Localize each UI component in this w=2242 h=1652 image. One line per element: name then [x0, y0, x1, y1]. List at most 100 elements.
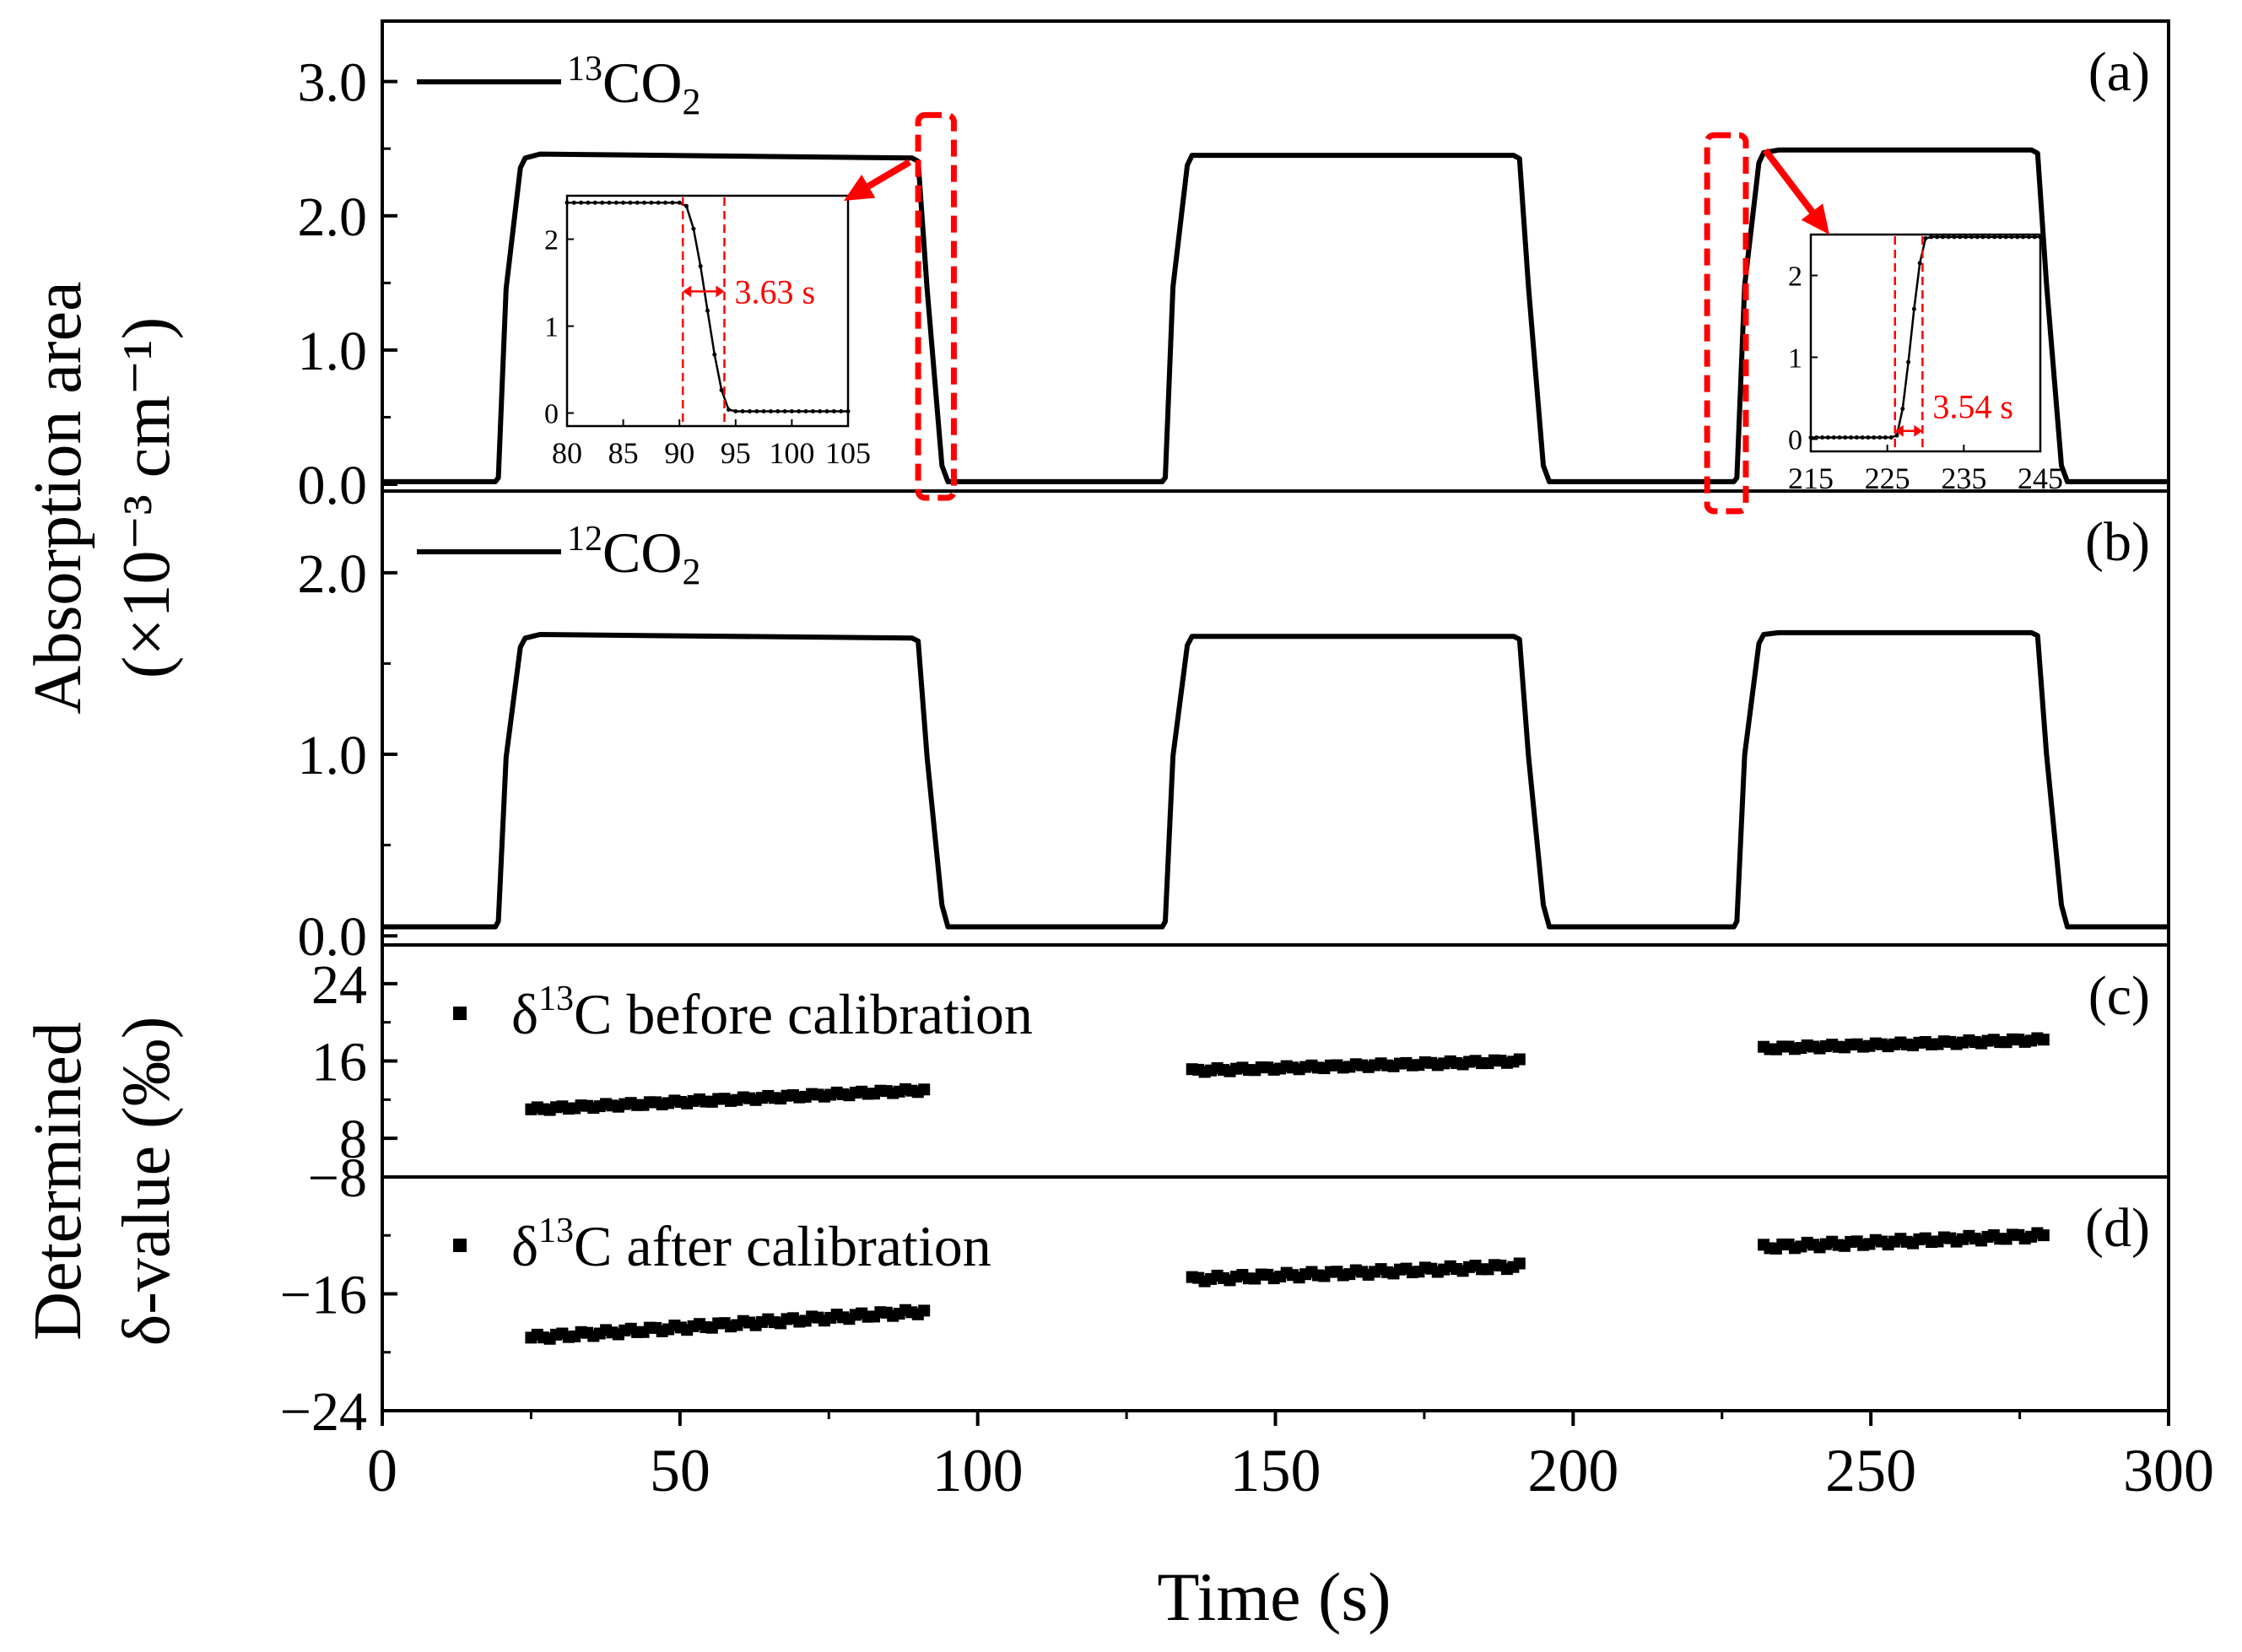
inset-right-annotation: 3.54 s: [1932, 388, 2013, 426]
inset-right-pointer-arrowhead: [1801, 203, 1829, 235]
inset-left-point: [656, 200, 661, 205]
panel-d-ytick-label: −8: [308, 1147, 367, 1209]
inset-right-point: [1872, 435, 1877, 440]
text-layer: 0.0 1.0 2.0 3.0 (a) 0.0 1.0 2.0 (b) 8 16 24 (c) −8 −16…: [21, 41, 2214, 1635]
inset-right-xtick-label: 225: [1865, 462, 1910, 495]
data-layer: [382, 147, 2169, 1345]
inset-left-point: [698, 264, 703, 268]
inset-right-point: [2021, 235, 2026, 240]
inset-left-point: [592, 200, 597, 205]
inset-left-point: [754, 409, 759, 413]
inset-left-point: [831, 409, 836, 413]
inset-right-point: [1820, 435, 1825, 440]
panel-c-point: [1513, 1053, 1526, 1066]
inset-left-point: [775, 409, 781, 413]
panel-d-frame: [381, 1175, 2170, 1412]
inset-right-point: [1831, 435, 1836, 440]
inset-right-point: [1877, 435, 1883, 440]
panel-c-legend-text: δ13C before calibration: [511, 980, 1033, 1046]
inset-left-point: [607, 200, 612, 205]
inset-left-point: [691, 226, 696, 231]
panel-a-label: (a): [2088, 41, 2150, 103]
inset-right-point: [1866, 435, 1871, 440]
panel-c-label: (c): [2088, 965, 2150, 1027]
inset-left-xtick-label: 90: [664, 436, 694, 470]
inset-left-point: [613, 200, 619, 205]
inset-right-point: [1860, 435, 1865, 440]
inset-left-ytick-label: 0: [544, 399, 559, 430]
inset-left-point: [663, 200, 667, 205]
inset-left-xtick-label: 105: [825, 436, 871, 470]
panel-b-legend-text: 12CO2: [567, 520, 700, 592]
inset-left-point: [803, 409, 808, 413]
inset-left-point: [839, 409, 844, 413]
inset-right-point: [1975, 235, 1980, 240]
inset-right-point: [1906, 359, 1911, 364]
panel-a-series-line: [382, 147, 2169, 484]
inset-right-point: [1997, 235, 2002, 240]
inset-left-point: [810, 409, 815, 413]
inset-right-point: [1888, 435, 1894, 440]
panel-d-point: [1513, 1257, 1526, 1270]
x-tick-label: 200: [1527, 1437, 1618, 1504]
inset-right-point: [1849, 435, 1854, 440]
inset-right-point: [2009, 235, 2014, 240]
inset-right-point: [1911, 306, 1916, 311]
inset-layer: 80 85 90 95 100 105 0 1 2 3.63 s 215 225 235 245 0 1 2 3.…: [544, 111, 2063, 515]
inset-right-ytick-label: 2: [1788, 261, 1802, 292]
inset-right-point: [1946, 235, 1951, 240]
inset-right-point: [2038, 235, 2043, 240]
panel-c-frame: [381, 943, 2170, 1179]
inset-left-pointer-arrowhead: [844, 174, 876, 201]
panel-c-ytick-label: 24: [311, 954, 367, 1016]
inset-right-source-box: [1704, 132, 1749, 515]
panel-a-ytick-label: 1.0: [298, 321, 368, 382]
x-tick-label: 150: [1230, 1437, 1321, 1504]
inset-right-point: [1992, 235, 1997, 240]
inset-right-point: [1980, 235, 1985, 240]
inset-left-point: [748, 409, 752, 413]
inset-left-ytick-label: 2: [544, 225, 559, 256]
inset-right-point: [1969, 235, 1974, 240]
legend-main: CO: [602, 521, 682, 585]
inset-right-pointer-arrow: [1762, 148, 1815, 214]
inset-left-point: [818, 409, 823, 413]
inset-right-ytick-label: 0: [1788, 424, 1802, 456]
inset-left-point: [789, 409, 794, 413]
legend-subscript: 2: [682, 81, 700, 122]
panel-b-series-line: [382, 629, 2169, 930]
inset-right-point: [2032, 235, 2037, 240]
inset-left-point: [628, 200, 633, 205]
inset-left-point: [635, 200, 640, 205]
inset-left-point: [712, 352, 717, 357]
inset-right-point: [1986, 235, 1991, 240]
panel-d-ytick-label: −16: [280, 1265, 367, 1326]
y-axis-label-bottom-line1: Determined: [21, 1022, 95, 1341]
panel-a-ytick-label: 3.0: [298, 52, 368, 114]
x-tick-label: 100: [932, 1437, 1024, 1504]
panel-c-point: [918, 1083, 931, 1096]
x-tick-label: 50: [650, 1437, 710, 1504]
inset-left-point: [670, 200, 675, 205]
inset-left-point: [684, 203, 689, 208]
inset-right-point: [2026, 235, 2031, 240]
legend-main: C before calibration: [574, 982, 1033, 1046]
inset-left-point: [677, 200, 682, 205]
x-tick-label: 250: [1825, 1437, 1916, 1504]
inset-left-point: [824, 409, 829, 413]
inset-right-frame: [1809, 233, 2042, 453]
inset-right-arrowhead: [1914, 424, 1923, 437]
legend-superscript: 13: [538, 1212, 574, 1250]
inset-right-point: [1958, 235, 1963, 240]
inset-right-point: [1935, 235, 1940, 240]
inset-right-point: [1883, 435, 1888, 440]
inset-right-point: [1952, 235, 1957, 240]
inset-right-ytick-label: 1: [1788, 343, 1802, 374]
panel-c-point: [2037, 1034, 2050, 1046]
inset-left-arrowhead: [716, 285, 725, 298]
inset-left-source-box: [915, 111, 957, 501]
panel-c-ytick-label: 8: [339, 1109, 367, 1170]
inset-right-point: [1940, 235, 1945, 240]
legend-main: CO: [602, 51, 682, 115]
